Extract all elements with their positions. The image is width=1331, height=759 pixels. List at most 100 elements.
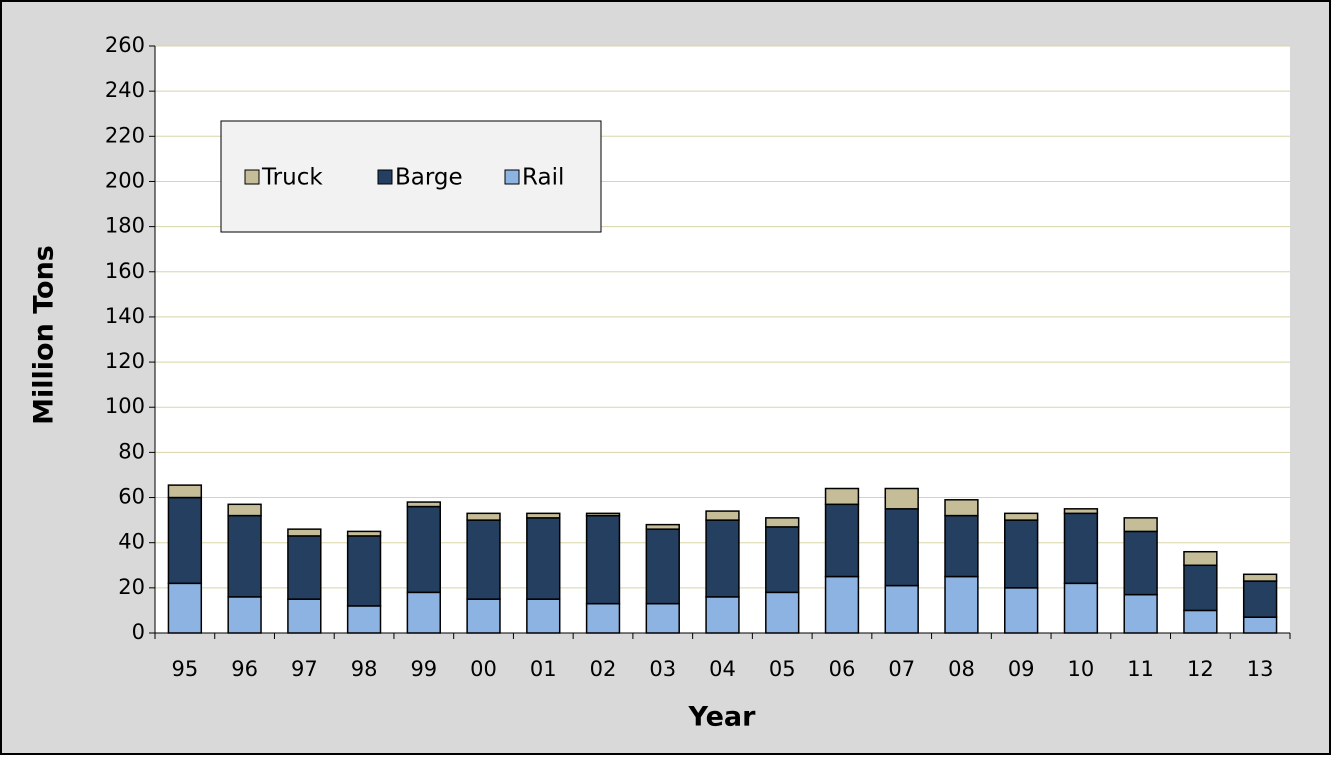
bar-segment — [705, 510, 740, 521]
bar-segment — [884, 487, 919, 510]
bar-segment — [346, 535, 382, 607]
x-tick-label: 99 — [410, 657, 437, 681]
bar-segment — [287, 535, 322, 600]
bar-segment — [1242, 580, 1278, 618]
bar-segment — [1242, 573, 1278, 582]
legend-swatch — [244, 169, 260, 185]
x-tick-label: 07 — [888, 657, 915, 681]
bar-segment — [227, 514, 262, 598]
bar-segment — [944, 499, 979, 517]
bar-segment — [346, 530, 382, 537]
bar-segment — [1004, 587, 1039, 634]
x-axis-title: Year — [688, 702, 757, 733]
bar-segment — [824, 575, 860, 634]
legend-label: Rail — [522, 165, 564, 191]
bar-segment — [167, 582, 203, 634]
bar-segment — [1063, 512, 1099, 585]
bar-segment — [287, 528, 322, 537]
y-tick-label: 240 — [105, 78, 145, 102]
x-tick-label: 97 — [291, 657, 318, 681]
y-tick-label: 160 — [105, 259, 145, 283]
legend-label: Barge — [395, 165, 463, 191]
bar-segment — [944, 514, 979, 578]
bar-segment — [466, 598, 501, 634]
x-tick-label: 02 — [590, 657, 617, 681]
bar-segment — [1183, 564, 1218, 612]
bar-segment — [765, 517, 800, 528]
bar-segment — [1063, 508, 1099, 515]
legend-swatch — [504, 169, 520, 185]
x-tick-label: 05 — [769, 657, 796, 681]
x-tick-label: 00 — [470, 657, 497, 681]
y-tick-label: 200 — [105, 168, 145, 192]
bar-segment — [1123, 593, 1158, 634]
y-tick-label: 180 — [105, 214, 145, 238]
bar-segment — [824, 487, 860, 506]
bar-segment — [227, 596, 262, 634]
x-tick-label: 98 — [351, 657, 378, 681]
bar-segment — [227, 503, 262, 517]
x-tick-label: 06 — [829, 657, 856, 681]
bar-segment — [1123, 530, 1158, 596]
x-tick-label: 11 — [1127, 657, 1154, 681]
x-tick-label: 96 — [231, 657, 258, 681]
bar-segment — [765, 591, 800, 634]
bar-segment — [526, 517, 561, 600]
bar-segment — [645, 528, 680, 605]
bar-segment — [1183, 550, 1218, 567]
bar-segment — [1004, 519, 1039, 589]
y-tick-label: 0 — [132, 620, 145, 644]
bar-segment — [406, 505, 441, 594]
bar-segment — [526, 598, 561, 634]
y-tick-label: 120 — [105, 349, 145, 373]
bar-segment — [1123, 517, 1158, 533]
bar-segment — [765, 526, 800, 594]
y-tick-label: 80 — [118, 439, 145, 463]
x-tick-label: 12 — [1187, 657, 1214, 681]
x-tick-label: 04 — [709, 657, 736, 681]
y-tick-label: 260 — [105, 33, 145, 57]
legend-box — [220, 120, 602, 233]
bar-segment — [705, 596, 740, 634]
bar-segment — [1242, 616, 1278, 634]
bar-segment — [884, 508, 919, 587]
bar-segment — [585, 514, 621, 605]
bar-segment — [824, 503, 860, 578]
y-axis-title: Million Tons — [29, 245, 60, 425]
bar-segment — [1183, 609, 1218, 634]
bar-segment — [944, 575, 979, 634]
bar-segment — [287, 598, 322, 634]
y-tick-label: 220 — [105, 123, 145, 147]
x-tick-label: 95 — [172, 657, 199, 681]
bar-segment — [1063, 582, 1099, 634]
y-tick-label: 100 — [105, 394, 145, 418]
bar-segment — [645, 602, 680, 634]
legend-label: Truck — [261, 165, 323, 191]
legend-swatch — [377, 169, 393, 185]
bar-segment — [526, 512, 561, 519]
bar-segment — [466, 512, 501, 521]
y-tick-label: 20 — [118, 575, 145, 599]
x-tick-label: 09 — [1008, 657, 1035, 681]
x-tick-label: 08 — [948, 657, 975, 681]
x-tick-label: 01 — [530, 657, 557, 681]
x-tick-label: 10 — [1068, 657, 1095, 681]
bar-segment — [346, 605, 382, 634]
bar-segment — [705, 519, 740, 598]
y-tick-label: 60 — [118, 485, 145, 509]
bar-segment — [1004, 512, 1039, 521]
y-tick-label: 40 — [118, 530, 145, 554]
bar-segment — [884, 584, 919, 634]
bar-segment — [585, 602, 621, 634]
bar-segment — [645, 523, 680, 530]
bar-segment — [406, 591, 441, 634]
bar-segment — [406, 501, 441, 508]
bar-segment — [167, 484, 203, 499]
bar-segment — [167, 496, 203, 585]
y-tick-label: 140 — [105, 304, 145, 328]
bar-segment — [466, 519, 501, 600]
bar-segment — [585, 512, 621, 517]
x-tick-label: 03 — [649, 657, 676, 681]
x-tick-label: 13 — [1247, 657, 1274, 681]
